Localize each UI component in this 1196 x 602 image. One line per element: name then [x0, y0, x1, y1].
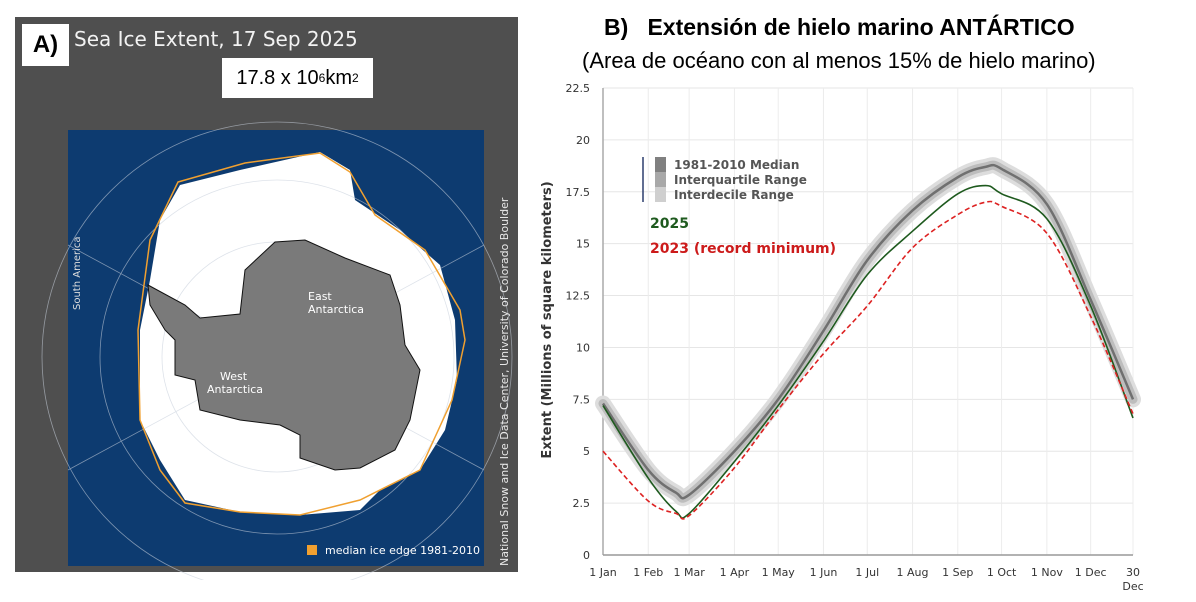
legend-swatch — [655, 157, 666, 172]
y-tick-label: 20 — [576, 134, 590, 147]
south-america-label: South America — [72, 237, 83, 311]
y-axis-label: Extent (Millions of square kilometers) — [540, 181, 555, 458]
extent-value: 17.8 x 10 6 km 2 — [222, 58, 373, 98]
west-label-2: Antarctica — [207, 383, 263, 396]
x-tick-label: 1 Aug — [897, 566, 929, 579]
east-label-2: Antarctica — [308, 303, 364, 316]
series-line-2023 — [602, 200, 1134, 520]
median-ice-edge — [137, 152, 466, 516]
x-tick-label: 1 Sep — [942, 566, 973, 579]
legend-swatch — [307, 545, 317, 555]
legend-label: Interquartile Range — [674, 173, 807, 187]
y-tick-label: 15 — [576, 238, 590, 251]
extent-unit-exponent: 2 — [351, 71, 359, 85]
legend-label: 1981-2010 Median — [674, 158, 799, 172]
chart-subtitle: (Area de océano con al menos 15% de hiel… — [582, 48, 1096, 73]
x-tick-label: 1 Jul — [855, 566, 879, 579]
y-tick-label: 22.5 — [566, 82, 591, 95]
map-title: Sea Ice Extent, 17 Sep 2025 — [74, 27, 358, 51]
extent-number: 17.8 x 10 — [236, 66, 319, 89]
x-tick-label: 1 Nov — [1031, 566, 1063, 579]
x-tick-label: 1 Oct — [987, 566, 1017, 579]
x-tick-sublabel: Dec — [1122, 580, 1143, 593]
x-tick-label: 1 Jun — [810, 566, 838, 579]
y-tick-label: 12.5 — [566, 290, 591, 303]
x-tick-label: 1 Mar — [674, 566, 706, 579]
map-legend-label: median ice edge 1981-2010 — [325, 544, 480, 557]
x-tick-label: 30 — [1126, 566, 1140, 579]
y-tick-label: 0 — [583, 549, 590, 562]
series-line-1981-2010 — [601, 163, 1135, 500]
y-tick-label: 5 — [583, 445, 590, 458]
legend-swatch — [655, 172, 666, 187]
extent-unit: km — [325, 66, 352, 89]
legend-swatch — [655, 187, 666, 202]
legend-2025: 2025 — [650, 216, 689, 232]
x-tick-label: 1 May — [762, 566, 796, 579]
x-tick-label: 1 Apr — [720, 566, 750, 579]
chart-title-text: Extensión de hielo marino ANTÁRTICO — [647, 14, 1075, 40]
panel-label-b: B) — [604, 14, 629, 40]
panel-label-a: A) — [22, 24, 69, 66]
y-tick-label: 10 — [576, 341, 590, 354]
y-tick-label: 17.5 — [566, 186, 591, 199]
x-tick-label: 1 Jan — [589, 566, 616, 579]
west-label: West — [220, 370, 248, 383]
y-tick-label: 7.5 — [573, 393, 591, 406]
x-tick-label: 1 Feb — [633, 566, 663, 579]
x-tick-label: 1 Dec — [1075, 566, 1107, 579]
chart-title: B) Extensión de hielo marino ANTÁRTICO — [604, 14, 1075, 41]
extent-exponent: 6 — [318, 71, 326, 85]
y-tick-label: 2.5 — [573, 497, 591, 510]
east-label: East — [308, 290, 332, 303]
antarctic-map: West Antarctica East Antarctica South Am… — [41, 121, 513, 580]
legend-label: Interdecile Range — [674, 188, 794, 202]
legend-2023: 2023 (record minimum) — [650, 241, 836, 257]
antarctica-land — [147, 239, 421, 471]
series-line-2025 — [602, 184, 1134, 519]
